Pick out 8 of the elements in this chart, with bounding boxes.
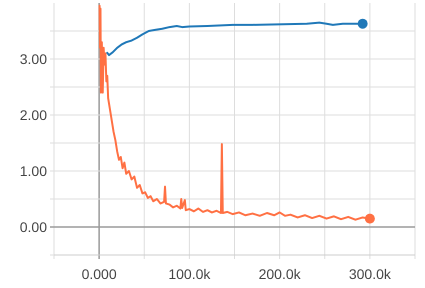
x-tick-label: 100.0k: [168, 266, 212, 282]
x-tick-label: 200.0k: [258, 266, 302, 282]
x-tick-label: 300.0k: [348, 266, 392, 282]
x-tick-label: 0.000: [82, 266, 117, 282]
y-tick-label: 0.00: [20, 218, 48, 235]
y-tick-label: 1.00: [20, 162, 48, 179]
y-tick-label: 3.00: [20, 50, 48, 67]
y-tick-label: 2.00: [20, 106, 48, 123]
